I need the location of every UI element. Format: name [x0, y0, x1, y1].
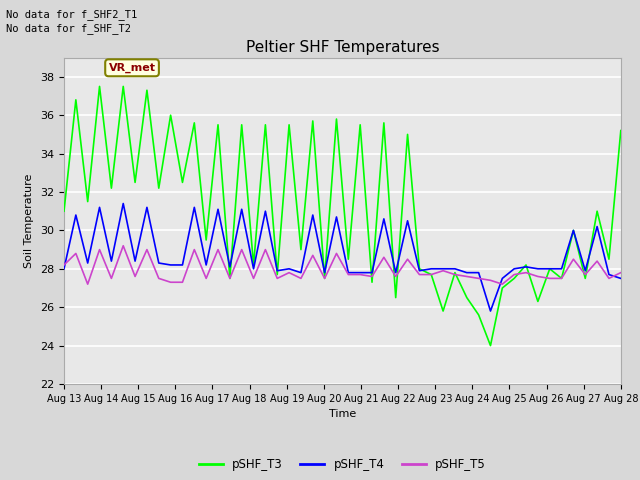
X-axis label: Time: Time	[329, 409, 356, 419]
Y-axis label: Soil Temperature: Soil Temperature	[24, 174, 35, 268]
Title: Peltier SHF Temperatures: Peltier SHF Temperatures	[246, 40, 439, 55]
Text: No data for f_SHF_T2: No data for f_SHF_T2	[6, 23, 131, 34]
Legend: pSHF_T3, pSHF_T4, pSHF_T5: pSHF_T3, pSHF_T4, pSHF_T5	[194, 454, 491, 476]
Text: No data for f_SHF2_T1: No data for f_SHF2_T1	[6, 9, 138, 20]
Text: VR_met: VR_met	[109, 63, 156, 73]
